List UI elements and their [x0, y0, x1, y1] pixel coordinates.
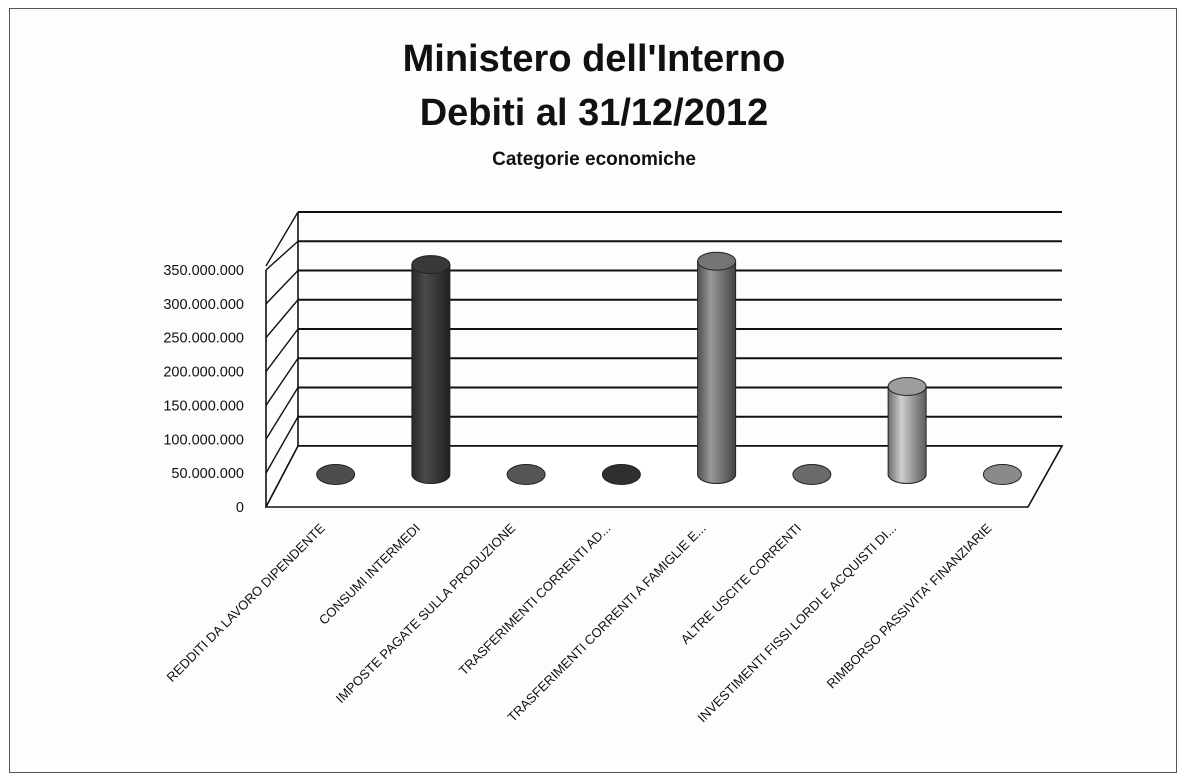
bar-body: [697, 260, 737, 484]
chart-title-line-2: Debiti al 31/12/2012: [419, 92, 769, 134]
side-wall: [265, 211, 299, 508]
bar-body: [411, 264, 451, 484]
side-wall-line: [265, 328, 299, 372]
y-tick-label: 350.000.000: [163, 263, 244, 279]
bar-base: [316, 464, 356, 485]
side-wall-line: [265, 416, 299, 474]
y-tick-label: 250.000.000: [163, 331, 244, 347]
chart-subtitle: Categorie economiche: [492, 149, 696, 170]
side-wall-line: [265, 357, 299, 406]
y-tick-label: 0: [236, 500, 244, 516]
bar: [601, 464, 641, 485]
x-tick-label: TRASFERIMENTI CORRENTI A FAMIGLIE E...: [505, 521, 709, 725]
bar-base: [982, 464, 1022, 485]
x-tick-label: TRASFERIMENTI CORRENTI AD...: [456, 521, 614, 679]
bars: [316, 251, 1022, 485]
bar-body: [887, 385, 927, 484]
x-tick-label: RIMBORSO PASSIVITA' FINANZIARIE: [824, 520, 995, 691]
x-tick-label: REDDITI DA LAVORO DIPENDENTE: [164, 520, 328, 684]
x-tick-label: IMPOSTE PAGATE SULLA PRODUZIONE: [333, 520, 519, 706]
y-axis-ticks: 0 50.000.000 100.000.000 150.000.000 200.000…: [163, 263, 244, 516]
bar-top: [887, 376, 927, 396]
chart-frame: [9, 8, 1177, 773]
bar-top: [411, 255, 451, 275]
y-tick-label: 50.000.000: [171, 466, 244, 482]
bar-base: [792, 464, 832, 485]
side-wall-line: [265, 299, 299, 339]
bar: [316, 464, 356, 485]
bar: [887, 376, 927, 484]
y-tick-label: 150.000.000: [163, 398, 244, 414]
side-wall-line: [265, 240, 299, 271]
side-wall-line: [265, 211, 299, 267]
bar: [697, 251, 737, 484]
side-wall-line: [265, 270, 299, 305]
chart-title-line-1: Ministero dell'Interno: [402, 38, 786, 80]
bar: [792, 464, 832, 485]
bar-base: [506, 464, 546, 485]
side-wall-line: [265, 387, 299, 440]
bar-top: [697, 251, 737, 271]
y-tick-label: 300.000.000: [163, 297, 244, 313]
bar-base: [601, 464, 641, 485]
x-tick-label: INVESTIMENTI FISSI LORDI E ACQUISTI DI..…: [695, 521, 900, 726]
y-tick-label: 200.000.000: [163, 365, 244, 381]
bar: [982, 464, 1022, 485]
bar: [506, 464, 546, 485]
bar: [411, 255, 451, 484]
chart-floor: [264, 445, 1064, 508]
x-tick-label: CONSUMI INTERMEDI: [316, 521, 423, 628]
y-tick-label: 100.000.000: [163, 432, 244, 448]
